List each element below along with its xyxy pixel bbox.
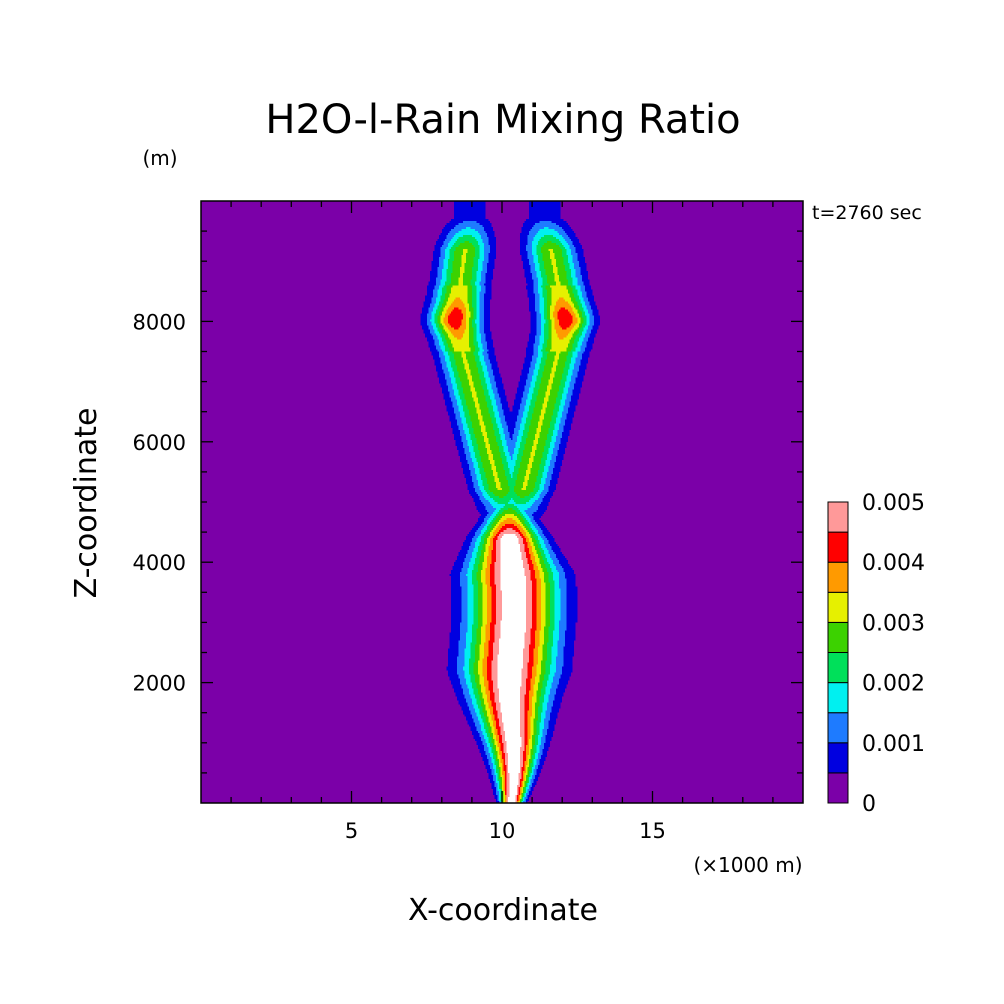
colorbar-swatch <box>827 561 849 593</box>
y-tick-label: 4000 <box>133 551 186 575</box>
colorbar-swatch <box>827 501 849 533</box>
colorbar-label: 0.002 <box>862 672 925 697</box>
colorbar-label: 0.003 <box>862 611 925 636</box>
colorbar-label: 0 <box>862 792 876 817</box>
x-tick-label: 15 <box>639 819 666 843</box>
x-unit-label: (×1000 m) <box>693 853 802 877</box>
y-tick-label: 8000 <box>133 310 186 334</box>
contour-band-11 <box>497 534 527 803</box>
colorbar-swatch <box>827 531 849 563</box>
colorbar-swatch <box>827 591 849 623</box>
colorbar-label: 0.004 <box>862 551 925 576</box>
colorbar-swatch <box>827 652 849 684</box>
x-tick-label: 5 <box>345 819 358 843</box>
colorbar-swatch <box>827 772 849 804</box>
axis-ticks <box>201 201 803 803</box>
colorbar-swatch <box>827 712 849 744</box>
colorbar: 0 0.001 0.002 0.003 0.004 0.005 <box>827 491 925 817</box>
colorbar-swatch <box>827 621 849 654</box>
x-tick-labels: 5 10 15 <box>345 819 666 843</box>
y-axis-title: Z-coordinate <box>69 408 104 599</box>
colorbar-label: 0.001 <box>862 732 925 757</box>
y-tick-labels: 2000 4000 6000 8000 <box>133 310 186 695</box>
y-tick-label: 6000 <box>133 431 186 455</box>
time-label: t=2760 sec <box>812 202 922 224</box>
mixing-ratio-field <box>201 201 803 803</box>
x-tick-label: 10 <box>489 819 516 843</box>
colorbar-swatch <box>827 742 849 774</box>
x-axis-title: X-coordinate <box>408 893 598 928</box>
y-unit-label: (m) <box>142 146 177 170</box>
colorbar-label: 0.005 <box>862 491 925 516</box>
y-tick-label: 2000 <box>133 672 186 696</box>
plot-area <box>200 200 804 804</box>
colorbar-swatch <box>827 682 849 714</box>
chart-title: H2O-l-Rain Mixing Ratio <box>265 97 740 143</box>
